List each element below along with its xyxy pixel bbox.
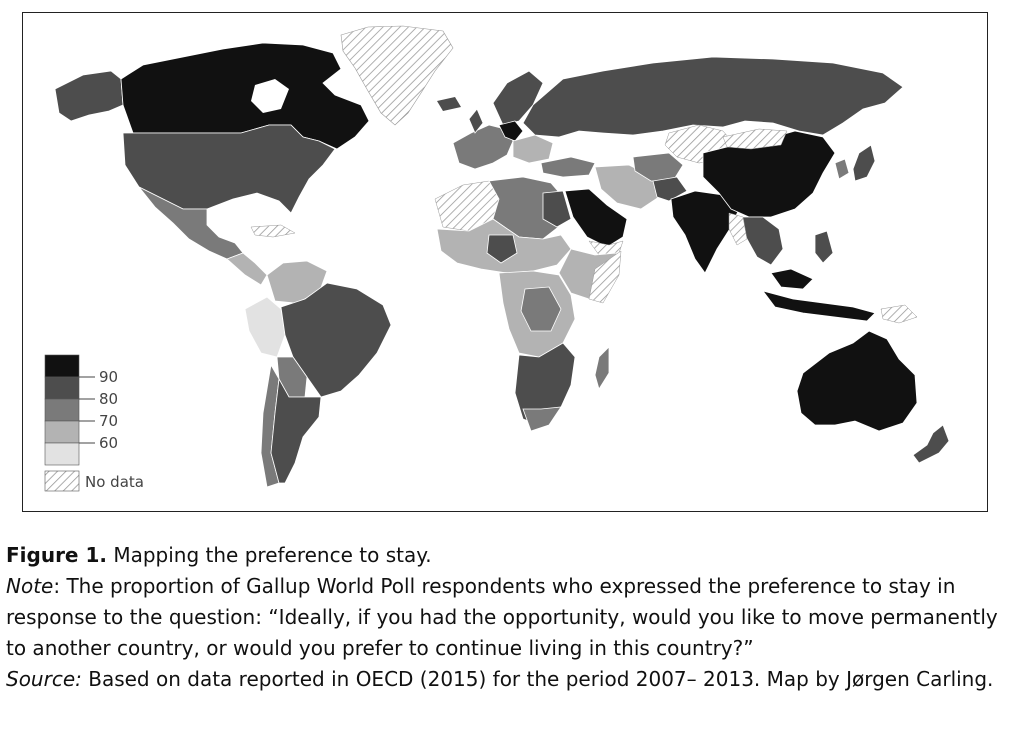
region-png bbox=[880, 304, 918, 324]
region-russia bbox=[522, 56, 904, 138]
region-egypt bbox=[542, 190, 572, 228]
legend-tick-70: 70 bbox=[99, 412, 118, 430]
region-madagascar bbox=[594, 346, 610, 390]
region-sa-north bbox=[266, 260, 328, 304]
region-caribbean bbox=[250, 224, 296, 238]
legend-swatch-90 bbox=[44, 354, 80, 378]
source-text: Based on data reported in OECD (2015) fo… bbox=[81, 667, 994, 691]
region-alaska bbox=[54, 70, 124, 122]
world-map: 90 80 70 60 No data bbox=[22, 12, 988, 512]
region-turkey bbox=[540, 156, 596, 178]
region-argentina bbox=[270, 377, 322, 484]
region-europe-west bbox=[452, 124, 514, 170]
region-southern-africa bbox=[514, 342, 576, 426]
region-niger bbox=[486, 234, 518, 264]
region-congo bbox=[520, 286, 562, 332]
region-yemen bbox=[588, 240, 624, 256]
region-japan bbox=[852, 144, 876, 182]
legend-tick-80: 80 bbox=[99, 390, 118, 408]
legend-tick-90: 90 bbox=[99, 368, 118, 386]
region-myanmar bbox=[728, 212, 748, 246]
region-malaysia bbox=[770, 268, 814, 290]
figure-caption: Figure 1. Mapping the preference to stay… bbox=[6, 540, 1014, 695]
region-europe-east bbox=[512, 134, 554, 164]
source-label: Source: bbox=[6, 667, 82, 691]
legend-swatch-50 bbox=[44, 442, 80, 466]
map-legend: 90 80 70 60 No data bbox=[44, 354, 144, 492]
region-iceland bbox=[437, 97, 461, 111]
region-australia bbox=[796, 330, 918, 432]
region-central-america bbox=[226, 252, 268, 286]
region-peru bbox=[244, 296, 286, 358]
region-india bbox=[670, 190, 740, 274]
figure-title: Mapping the preference to stay. bbox=[113, 543, 432, 567]
region-afghanistan bbox=[652, 176, 688, 202]
region-se-asia bbox=[738, 216, 784, 266]
region-indonesia bbox=[761, 290, 876, 322]
figure-label: Figure 1. bbox=[6, 543, 107, 567]
legend-swatch-60 bbox=[44, 420, 80, 444]
legend-tick-60: 60 bbox=[99, 434, 118, 452]
region-mongolia bbox=[722, 128, 788, 150]
note-text: : The proportion of Gallup World Poll re… bbox=[6, 574, 998, 660]
region-philippines bbox=[814, 230, 834, 264]
region-somalia bbox=[588, 250, 622, 304]
region-korea bbox=[834, 158, 850, 180]
region-hudson-bay bbox=[251, 79, 289, 113]
region-south-africa bbox=[522, 406, 562, 432]
region-greenland bbox=[340, 25, 454, 126]
caption-note: Note: The proportion of Gallup World Pol… bbox=[6, 571, 1014, 664]
world-map-svg: 90 80 70 60 No data bbox=[44, 25, 950, 492]
legend-swatch-nodata bbox=[44, 470, 80, 492]
region-europe-central bbox=[498, 120, 524, 142]
region-mexico bbox=[138, 186, 244, 260]
note-label: Note bbox=[6, 574, 54, 598]
region-uk bbox=[468, 108, 484, 134]
legend-swatch-80 bbox=[44, 376, 80, 400]
region-arabia bbox=[564, 188, 628, 248]
caption-source: Source: Based on data reported in OECD (… bbox=[6, 664, 1014, 695]
legend-nodata-label: No data bbox=[85, 473, 144, 491]
region-new-zealand bbox=[912, 424, 950, 464]
caption-title-line: Figure 1. Mapping the preference to stay… bbox=[6, 540, 1014, 571]
legend-swatch-70 bbox=[44, 398, 80, 422]
